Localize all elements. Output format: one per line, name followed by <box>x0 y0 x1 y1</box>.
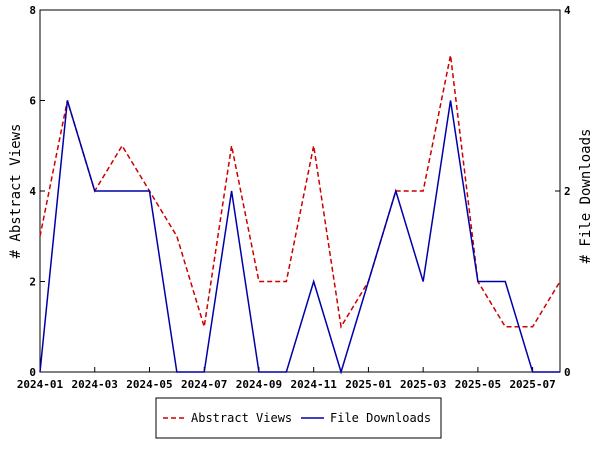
series-line-file-downloads <box>39 100 560 375</box>
right-y-tick-label: 4 <box>564 4 571 17</box>
x-tick-label: 2025-03 <box>400 378 446 391</box>
left-y-tick-label: 6 <box>29 95 36 108</box>
x-tick-label: 2024-07 <box>181 378 227 391</box>
x-tick-label: 2024-01 <box>17 378 64 391</box>
x-tick-label: 2024-09 <box>236 378 282 391</box>
series-layer <box>39 55 561 375</box>
left-y-tick-label: 0 <box>29 366 36 379</box>
legend-box <box>155 397 442 439</box>
ticks-layer: 2024-01 2024-03 2024-05 2024-07 2024-09 2024-… <box>17 4 571 391</box>
right-axis-label: # File Downloads <box>578 129 594 264</box>
x-tick-label: 2024-11 <box>291 378 338 391</box>
right-y-tick-label: 2 <box>564 185 571 198</box>
x-tick-label: 2024-03 <box>72 378 118 391</box>
left-axis-label: # Abstract Views <box>8 124 24 259</box>
x-tick-label: 2025-05 <box>455 378 501 391</box>
legend-label-abstract-views: Abstract Views <box>191 411 292 425</box>
x-tick-label: 2025-01 <box>345 378 392 391</box>
legend-label-file-downloads: File Downloads <box>330 411 431 425</box>
right-y-tick-label: 0 <box>564 366 571 379</box>
left-y-tick-label: 2 <box>29 276 36 289</box>
x-tick-label: 2025-07 <box>509 378 555 391</box>
left-y-tick-label: 4 <box>29 185 36 198</box>
left-y-tick-label: 8 <box>29 4 36 17</box>
legend: Abstract Views File Downloads <box>155 397 442 439</box>
series-line-abstract-views <box>39 55 561 329</box>
x-tick-label: 2024-05 <box>126 378 172 391</box>
